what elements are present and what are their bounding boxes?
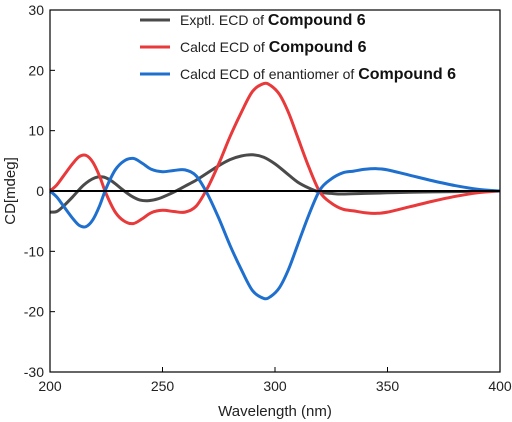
- x-tick-label: 400: [488, 378, 512, 394]
- y-tick-label: -30: [24, 364, 44, 380]
- y-tick-label: 30: [28, 2, 44, 18]
- series-line-3: [49, 156, 501, 301]
- y-tick-label: -10: [24, 243, 44, 259]
- legend-label-1: Exptl. ECD of Compound 6: [180, 12, 366, 29]
- y-tick-label: 20: [28, 62, 44, 78]
- legend-label-compound: Compound 6: [269, 39, 367, 56]
- ticks-layer: 200 250 300 350 400 -30 -20 -10 0 10 20 30: [24, 2, 512, 394]
- y-tick-label: 0: [36, 183, 44, 199]
- y-axis-title: CD[mdeg]: [2, 157, 19, 225]
- y-tick-label: -20: [24, 304, 44, 320]
- y-tick-label: 10: [28, 123, 44, 139]
- x-axis-title: Wavelength (nm): [218, 403, 332, 420]
- series-line-1: [49, 153, 501, 214]
- legend-label-compound: Compound 6: [358, 66, 456, 83]
- x-tick-label: 250: [151, 378, 175, 394]
- x-tick-label: 200: [38, 378, 62, 394]
- series-layer: [49, 81, 501, 301]
- legend-label-compound: Compound 6: [268, 12, 366, 29]
- legend-label-prefix: Calcd ECD of enantiomer of: [180, 66, 358, 82]
- legend-label-2: Calcd ECD of Compound 6: [180, 39, 367, 56]
- series-line-2: [49, 81, 501, 226]
- x-tick-label: 300: [263, 378, 287, 394]
- legend-label-prefix: Exptl. ECD of: [180, 12, 268, 28]
- x-tick-label: 350: [376, 378, 400, 394]
- legend-label-3: Calcd ECD of enantiomer of Compound 6: [180, 66, 456, 83]
- legend-label-prefix: Calcd ECD of: [180, 39, 269, 55]
